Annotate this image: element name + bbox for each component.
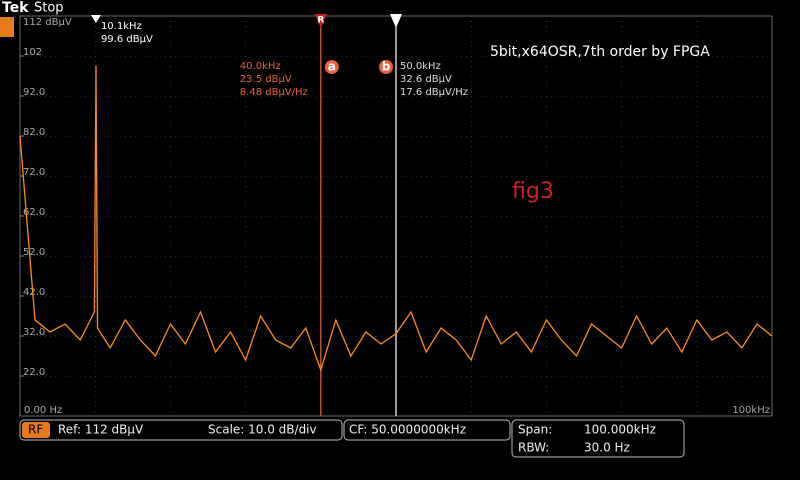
cursor-badge — [324, 60, 339, 74]
trace — [19, 65, 773, 373]
y-tick-label: 62.0 — [23, 207, 45, 218]
rf-icon — [0, 17, 14, 37]
cf: CF: 50.0000000kHz — [349, 423, 466, 437]
cursor-handle — [390, 14, 402, 28]
y-tick-label: 32.0 — [23, 327, 45, 338]
status: Stop — [34, 1, 64, 16]
cursor-id: a — [328, 60, 336, 74]
status-bar: RF Ref: 112 dBµV Scale: 10.0 dB/div CF: … — [19, 419, 685, 458]
y-tick-label: 112 dBµV — [23, 17, 72, 28]
y-tick-label: 72.0 — [23, 167, 45, 178]
cursor-handle — [314, 14, 327, 28]
y-tick-label: 52.0 — [23, 247, 45, 258]
y-tick-label: 102 — [23, 47, 42, 58]
span-box — [511, 419, 685, 458]
rf-badge-text: RF — [28, 423, 43, 437]
figure-label: fig3 — [512, 179, 554, 204]
cursor-label: R — [317, 16, 324, 26]
cursor-density: 17.6 dBµV/Hz — [400, 87, 468, 98]
peak-marker — [90, 15, 101, 23]
brand: Tek — [2, 0, 29, 16]
y-tick-label: 42.0 — [23, 287, 45, 298]
marker-frequency: 10.1kHz — [101, 21, 142, 32]
cursor-density: 8.48 dBµV/Hz — [240, 87, 308, 98]
cf-box — [343, 419, 511, 441]
span-label: Span: — [518, 423, 552, 437]
y-tick-label: 22.0 — [23, 367, 45, 378]
x-tick-label: 0.00 Hz — [24, 405, 62, 416]
y-tick-label: 92.0 — [23, 87, 45, 98]
rf-badge — [22, 422, 50, 438]
scale: Scale: 10.0 dB/div — [208, 423, 317, 437]
rbw: 30.0 Hz — [584, 441, 630, 455]
rbw-label: RBW: — [518, 441, 549, 455]
cursor-level: 32.6 dBµV — [400, 74, 452, 85]
cursor-id: b — [382, 60, 391, 74]
y-tick-label: 82.0 — [23, 127, 45, 138]
x-tick-label: 100kHz — [732, 405, 770, 416]
span: 100.000kHz — [584, 423, 656, 437]
ref: Ref: 112 dBµV — [58, 423, 144, 437]
cursor-level: 23.5 dBµV — [240, 74, 292, 85]
marker-level: 99.6 dBµV — [101, 34, 153, 45]
ref-box — [19, 419, 343, 441]
cursor-badge — [379, 60, 393, 74]
annotation: 5bit,x64OSR,7th order by FPGA — [490, 44, 710, 60]
cursor-frequency: 50.0kHz — [400, 61, 441, 72]
cursor-frequency: 40.0kHz — [240, 61, 281, 72]
